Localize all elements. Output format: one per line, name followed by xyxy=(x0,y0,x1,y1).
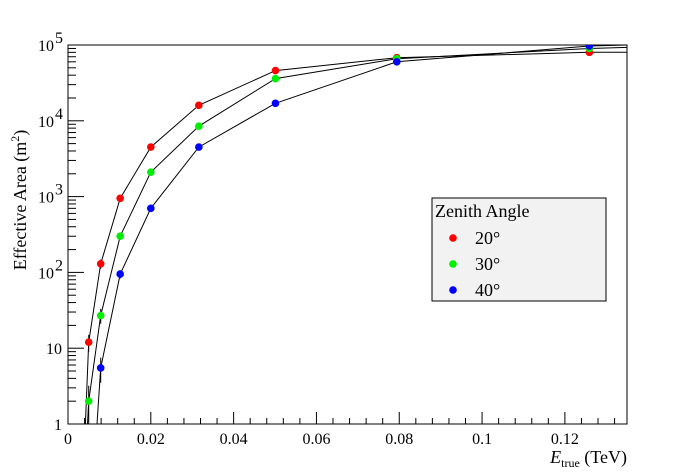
data-point xyxy=(84,397,93,405)
x-axis-title-main: E xyxy=(549,447,561,467)
x-tick-label: 0.02 xyxy=(137,431,165,448)
x-axis-title-unit: (TeV) xyxy=(580,447,627,468)
data-point xyxy=(84,338,93,346)
legend-entry-label: 20° xyxy=(475,228,500,248)
series-curve xyxy=(84,51,627,424)
y-tick-label-exponent: 5 xyxy=(55,30,63,47)
y-axis-title-superscript: 2 xyxy=(8,136,22,142)
x-tick-label: 0.04 xyxy=(220,431,248,448)
y-axis-title-end: ) xyxy=(10,130,31,136)
data-point xyxy=(96,259,105,268)
y-tick-label-exponent: 3 xyxy=(55,182,63,199)
data-point xyxy=(147,168,155,176)
x-tick-label: 0.12 xyxy=(551,431,579,448)
x-tick-label: 0.1 xyxy=(472,431,492,448)
data-point xyxy=(271,99,280,108)
legend-title: Zenith Angle xyxy=(435,201,529,221)
y-axis-title: Effective Area (m2) xyxy=(8,130,31,271)
x-axis-title-subscript: true xyxy=(561,456,580,470)
y-tick-label: 10 xyxy=(38,38,54,55)
legend-marker xyxy=(449,286,457,294)
data-point xyxy=(116,232,124,241)
data-point xyxy=(96,311,105,320)
y-tick-label: 10 xyxy=(38,190,54,207)
legend-entry-label: 30° xyxy=(475,254,500,274)
y-tick-label: 10 xyxy=(38,114,54,131)
legend-box xyxy=(431,197,607,302)
y-tick-label: 10 xyxy=(38,265,54,282)
data-point xyxy=(271,74,280,83)
y-axis-title-main: Effective Area (m xyxy=(10,142,31,271)
legend-entry-label: 40° xyxy=(475,280,500,300)
data-point xyxy=(116,270,124,278)
data-point xyxy=(96,364,105,372)
x-tick-label: 0.06 xyxy=(302,431,330,448)
legend-marker xyxy=(449,260,457,268)
data-point xyxy=(195,122,203,130)
x-tick-label: 0 xyxy=(64,431,72,448)
legend: Zenith Angle 20° 30° 40° xyxy=(431,197,607,302)
x-axis-title: Etrue (TeV) xyxy=(549,447,627,470)
data-point xyxy=(147,143,155,151)
data-point xyxy=(116,194,124,203)
legend-entries: 20° 30° 40° xyxy=(449,228,500,300)
legend-marker xyxy=(449,234,457,242)
data-point xyxy=(195,101,203,110)
y-tick-label-exponent: 4 xyxy=(55,106,63,123)
y-tick-label: 1 xyxy=(54,417,62,434)
data-point xyxy=(195,143,203,151)
data-point xyxy=(147,204,155,213)
y-tick-label-exponent: 2 xyxy=(55,257,63,274)
x-tick-label: 0.08 xyxy=(385,431,413,448)
plot-area xyxy=(84,45,627,424)
data-point xyxy=(585,45,594,50)
y-tick-label: 10 xyxy=(46,341,62,358)
data-point xyxy=(392,58,401,66)
data-point xyxy=(271,66,280,75)
plot-frame xyxy=(67,44,628,425)
